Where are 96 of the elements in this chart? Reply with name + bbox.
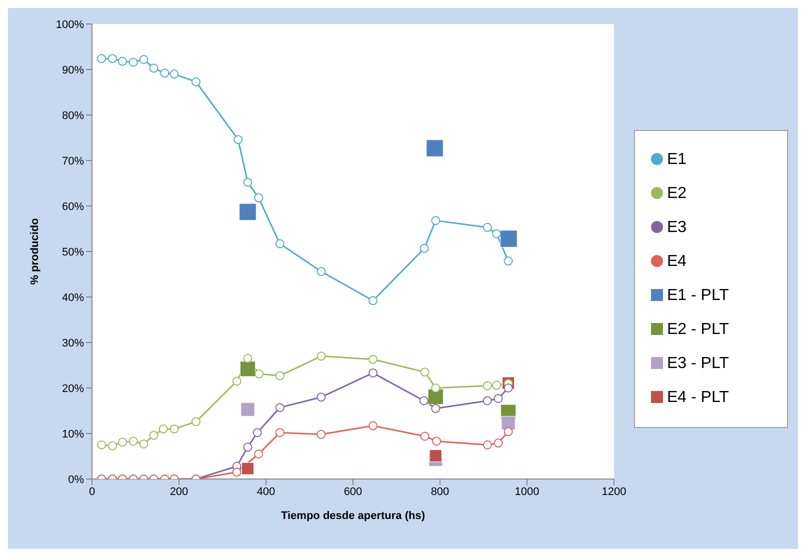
point	[275, 239, 284, 248]
point	[482, 222, 492, 232]
y-tick-label: 10%	[62, 428, 84, 440]
legend-label: E4	[667, 252, 687, 270]
point	[492, 380, 502, 390]
y-tick-label: 50%	[62, 246, 84, 258]
point	[170, 70, 179, 79]
point	[482, 396, 492, 406]
point	[420, 368, 430, 377]
point	[128, 436, 138, 446]
point	[252, 428, 262, 438]
legend-label: E4 - PLT	[667, 388, 729, 406]
legend-label: E2 - PLT	[667, 320, 729, 338]
point	[504, 384, 513, 392]
y-tick-label: 80%	[62, 110, 84, 122]
x-tick-label: 200	[170, 486, 188, 498]
point	[239, 203, 256, 221]
x-tick-label: 0	[88, 486, 96, 498]
point	[275, 428, 284, 438]
y-axis-title: % producido	[28, 218, 41, 285]
point	[240, 402, 255, 416]
y-tick-label: 60%	[62, 200, 84, 213]
point	[431, 404, 440, 413]
point	[97, 54, 106, 64]
point	[240, 361, 256, 377]
point	[254, 193, 264, 202]
point	[316, 267, 326, 276]
point	[316, 430, 326, 439]
point	[275, 403, 284, 412]
y-tick-label: 40%	[62, 292, 84, 304]
point	[234, 135, 243, 144]
point	[316, 352, 326, 361]
point	[420, 432, 430, 441]
legend-label: E1 - PLT	[667, 286, 729, 304]
point	[160, 68, 170, 78]
point	[426, 140, 444, 157]
point	[108, 441, 117, 450]
y-tick-label: 30%	[62, 337, 84, 350]
point	[118, 438, 127, 447]
x-axis-title: Tiempo desde apertura (hs)	[280, 510, 426, 522]
point	[492, 229, 502, 238]
point	[128, 58, 138, 67]
point	[482, 440, 492, 450]
point	[368, 368, 378, 378]
point	[494, 394, 503, 403]
point	[232, 376, 242, 386]
point	[118, 56, 127, 66]
point	[170, 424, 179, 434]
point	[191, 77, 200, 86]
point	[275, 371, 284, 380]
point	[139, 54, 148, 64]
point	[368, 421, 378, 430]
point	[504, 256, 513, 266]
x-tick-label: 1000	[514, 486, 540, 498]
point	[420, 244, 429, 253]
point	[232, 468, 242, 477]
point	[494, 438, 503, 448]
point	[501, 416, 516, 430]
point	[149, 430, 158, 440]
point	[241, 462, 254, 475]
y-tick-label: 70%	[62, 155, 84, 168]
legend-label: E1	[667, 150, 687, 168]
point	[500, 230, 518, 248]
x-tick-label: 400	[256, 486, 276, 498]
point	[254, 369, 264, 378]
point	[431, 384, 440, 392]
point	[254, 449, 264, 458]
point	[504, 427, 513, 436]
point	[97, 440, 106, 450]
point	[243, 442, 252, 452]
legend-label: E2	[667, 184, 687, 202]
x-tick-label: 800	[430, 486, 450, 498]
point	[316, 392, 326, 402]
point	[429, 450, 442, 462]
point	[482, 381, 492, 390]
point	[191, 417, 200, 426]
y-tick-label: 100%	[56, 18, 84, 31]
point	[368, 296, 378, 306]
point	[368, 354, 378, 364]
x-tick-label: 600	[344, 486, 362, 498]
point	[428, 388, 444, 404]
point	[149, 64, 158, 73]
point	[108, 54, 117, 64]
y-tick-label: 0%	[68, 474, 84, 486]
point	[158, 424, 168, 434]
point	[432, 436, 442, 446]
point	[139, 439, 148, 448]
legend-label: E3	[667, 218, 687, 236]
y-tick-label: 90%	[62, 64, 84, 76]
y-tick-label: 20%	[62, 382, 84, 395]
point	[243, 354, 252, 363]
point	[419, 396, 428, 406]
point	[243, 178, 252, 187]
point	[431, 216, 440, 226]
legend-label: E3 - PLT	[667, 354, 729, 372]
x-tick-label: 1200	[602, 486, 626, 498]
